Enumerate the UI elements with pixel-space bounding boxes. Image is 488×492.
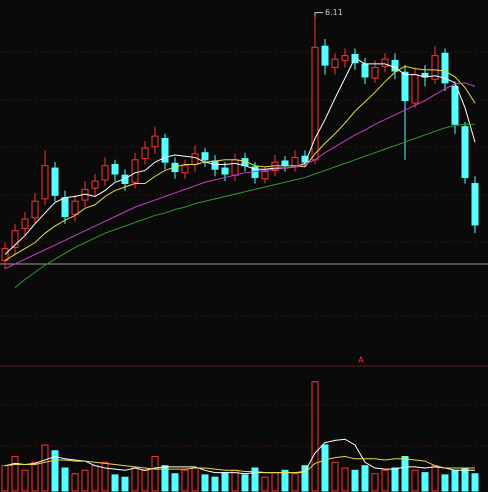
candle-body xyxy=(101,165,109,181)
volume-bar xyxy=(171,473,179,492)
volume-bar xyxy=(261,476,269,492)
volume-bar xyxy=(181,469,189,492)
candle-body xyxy=(331,58,339,68)
candle-body xyxy=(381,58,389,67)
candle-body xyxy=(41,165,49,200)
candle-body xyxy=(91,180,99,189)
volume-bar xyxy=(231,469,239,492)
volume-bar xyxy=(341,467,349,492)
volume-bar xyxy=(411,469,419,492)
volume-bar xyxy=(391,467,399,492)
candle-body xyxy=(111,164,119,175)
candle-body xyxy=(191,153,199,166)
candle-body xyxy=(431,55,439,80)
volume-bar xyxy=(321,444,329,492)
volume-bar xyxy=(201,474,209,492)
volume-bar xyxy=(51,450,59,492)
volume-bar xyxy=(251,467,259,492)
volume-bar xyxy=(271,472,279,492)
volume-bar xyxy=(141,469,149,492)
volume-bar xyxy=(41,444,49,492)
volume-bar xyxy=(31,461,39,492)
volume-bar xyxy=(81,469,89,492)
volume-bar xyxy=(101,461,109,492)
volume-bar xyxy=(191,467,199,492)
candle-body xyxy=(131,159,139,183)
volume-bar xyxy=(281,469,289,492)
volume-bar xyxy=(61,467,69,492)
candle-body xyxy=(141,147,149,160)
volume-bar xyxy=(291,473,299,492)
volume-bar xyxy=(91,465,99,492)
candle-body xyxy=(441,52,449,84)
volume-bar xyxy=(121,476,129,492)
candle-body xyxy=(411,74,419,104)
volume-bar xyxy=(151,456,159,492)
candle-body xyxy=(231,159,239,176)
candle-body xyxy=(71,200,79,215)
volume-bar xyxy=(381,469,389,492)
candle-body xyxy=(391,59,399,72)
volume-bar xyxy=(21,469,29,492)
volume-bar xyxy=(241,474,249,492)
candle-body xyxy=(11,230,19,248)
candle-body xyxy=(31,200,39,219)
volume-bar xyxy=(71,473,79,492)
candle-body xyxy=(261,171,269,180)
candle-body xyxy=(401,71,409,102)
candle-body xyxy=(161,137,169,163)
volume-bar xyxy=(351,469,359,492)
volume-marker: A xyxy=(358,356,364,365)
candle-body xyxy=(221,167,229,175)
ma-line xyxy=(4,455,475,474)
volume-bar xyxy=(331,461,339,492)
ma-line xyxy=(4,65,476,261)
candle-body xyxy=(211,160,219,170)
volume-bar xyxy=(361,465,369,492)
volume-bar xyxy=(311,381,319,492)
volume-bar xyxy=(301,465,309,492)
volume-bar xyxy=(431,465,439,492)
volume-bar xyxy=(441,474,449,492)
volume-bar xyxy=(221,472,229,492)
volume-bar xyxy=(131,467,139,492)
candle-body xyxy=(201,152,209,161)
candle-body xyxy=(341,55,349,61)
volume-bar xyxy=(211,476,219,492)
candle-body xyxy=(361,63,369,78)
ma-line xyxy=(4,57,476,255)
candle-body xyxy=(61,197,69,218)
ma-line xyxy=(4,82,476,270)
candle-body xyxy=(471,182,479,226)
ma-line xyxy=(14,123,475,289)
volume-bar xyxy=(161,465,169,492)
high-label: 6.11 xyxy=(325,8,343,17)
volume-bar xyxy=(451,469,459,492)
candle-body xyxy=(181,165,189,174)
candle-body xyxy=(151,135,159,148)
annotation-arrow xyxy=(314,12,323,17)
volume-bar xyxy=(371,473,379,492)
volume-bar xyxy=(1,465,9,492)
volume-bar xyxy=(461,467,469,492)
candle-body xyxy=(451,85,459,125)
volume-bar xyxy=(401,456,409,492)
candle-body xyxy=(321,45,329,66)
volume-bar xyxy=(421,472,429,492)
candle-body xyxy=(371,66,379,79)
volume-bar xyxy=(111,474,119,492)
volume-bar xyxy=(11,456,19,492)
candle-body xyxy=(21,218,29,229)
candle-body xyxy=(51,167,59,196)
volume-bar xyxy=(471,473,479,492)
candle-body xyxy=(281,160,289,167)
candle-body xyxy=(461,126,469,179)
